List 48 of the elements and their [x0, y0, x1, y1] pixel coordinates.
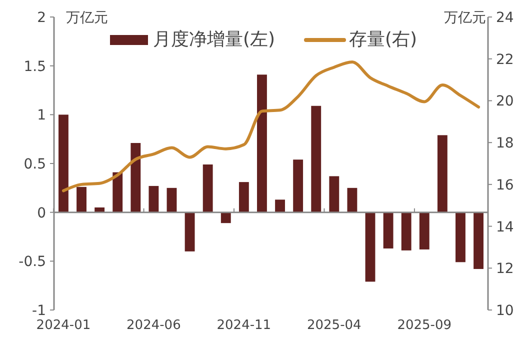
y2-tick-label: 22 — [496, 52, 514, 68]
bar — [293, 160, 304, 212]
bar — [202, 164, 213, 212]
bar — [383, 212, 394, 248]
y2-tick-label: 24 — [496, 10, 514, 26]
y2-tick-label: 10 — [496, 303, 514, 319]
y-tick-label: -0.5 — [18, 254, 46, 270]
y-tick-label: 1 — [37, 108, 46, 124]
y2-axis-title: 万亿元 — [444, 10, 486, 26]
y2-tick-label: 20 — [496, 94, 514, 110]
y2-tick-label: 18 — [496, 136, 514, 152]
bar — [456, 212, 466, 262]
bar — [148, 186, 159, 212]
legend-label: 月度净增量(左) — [153, 29, 276, 50]
bar — [347, 188, 358, 212]
x-tick-label: 2024-11 — [216, 318, 272, 333]
y-tick-label: 0.5 — [24, 156, 46, 172]
bar — [76, 186, 86, 212]
bar — [220, 212, 231, 224]
bar — [275, 200, 285, 212]
y2-tick-label: 14 — [496, 219, 514, 236]
y2-tick-label: 12 — [496, 261, 514, 278]
bar — [257, 74, 267, 212]
x-tick-label: 2024-01 — [36, 318, 91, 333]
x-tick-label: 2024-06 — [126, 318, 181, 333]
bar — [238, 182, 249, 212]
bar — [130, 142, 141, 212]
bar — [329, 176, 340, 212]
y-tick-label: 1.5 — [24, 58, 46, 75]
bar — [311, 106, 322, 212]
bar — [365, 212, 376, 282]
y-tick-label: 2 — [37, 10, 46, 26]
y2-tick-label: 16 — [496, 177, 514, 194]
bar — [58, 114, 68, 212]
y-tick-label: 0 — [37, 205, 46, 222]
bar — [437, 135, 448, 212]
line-series — [62, 60, 480, 192]
y-tick-label: -1 — [32, 303, 46, 319]
bar — [184, 212, 195, 252]
bar — [166, 188, 177, 212]
x-tick-label: 2025-09 — [397, 318, 452, 333]
x-tick-label: 2025-04 — [306, 318, 362, 333]
bar — [112, 172, 123, 212]
bar — [419, 212, 430, 250]
bar — [474, 212, 484, 269]
bar — [401, 212, 412, 250]
legend-label: 存量(右) — [349, 29, 418, 50]
y-axis-title: 万亿元 — [66, 10, 108, 26]
